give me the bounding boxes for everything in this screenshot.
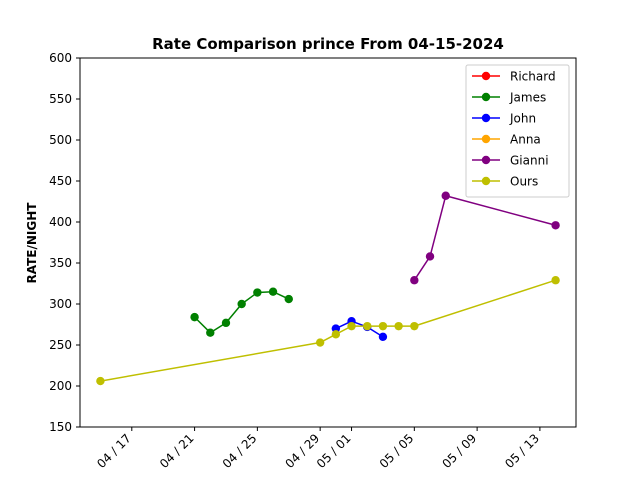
y-tick-label: 300 [49,297,72,311]
axes-frame [79,57,577,428]
y-tick-label: 600 [49,51,72,65]
y-tick-label: 200 [49,379,72,393]
legend: Richard James John Anna Gianni Ours [465,64,570,198]
legend-marker-richard [481,71,491,81]
data-point-ours [410,321,419,331]
data-point-james [253,288,262,297]
data-point-gianni [441,191,450,200]
data-point-james [284,294,293,304]
legend-label-anna: Anna [510,133,541,147]
y-tick-label: 350 [49,256,72,270]
data-point-james [221,318,231,328]
data-point-ours [96,376,105,386]
data-point-ours [551,276,560,285]
legend-marker-ours [481,176,491,186]
data-point-john [378,332,388,341]
data-point-ours [394,321,403,331]
series-line-gianni [413,195,556,281]
data-point-ours [378,321,388,331]
data-point-james [190,312,199,322]
data-point-gianni [410,276,419,285]
y-tick-label: 550 [49,92,72,106]
legend-marker-james [481,92,491,102]
legend-label-richard: Richard [510,70,556,84]
data-point-james [206,328,215,337]
series-line-john [335,320,384,338]
data-point-gianni [425,252,435,261]
legend-box [465,64,570,198]
legend-label-gianni: Gianni [510,154,549,168]
legend-marker-anna [481,134,491,144]
legend-label-john: John [509,112,536,126]
data-point-ours [315,338,325,347]
data-point-ours [331,330,341,339]
data-point-james [237,299,246,309]
legend-marker-gianni [481,155,491,165]
data-point-james [268,287,278,296]
legend-label-james: James [509,91,546,105]
data-point-ours [363,321,372,331]
chart-title: Rate Comparison prince From 04-15-2024 [152,35,504,53]
data-point-gianni [551,221,560,230]
y-axis-label: RATE/NIGHT [25,202,39,284]
y-tick-label: 400 [49,215,72,229]
legend-label-ours: Ours [510,175,538,189]
y-tick-label: 250 [49,338,72,352]
y-tick-label: 150 [49,420,72,434]
y-tick-label: 500 [49,133,72,147]
data-point-john [331,324,341,333]
data-point-ours [347,321,356,331]
legend-marker-john [481,113,491,123]
y-tick-label: 450 [49,174,72,188]
